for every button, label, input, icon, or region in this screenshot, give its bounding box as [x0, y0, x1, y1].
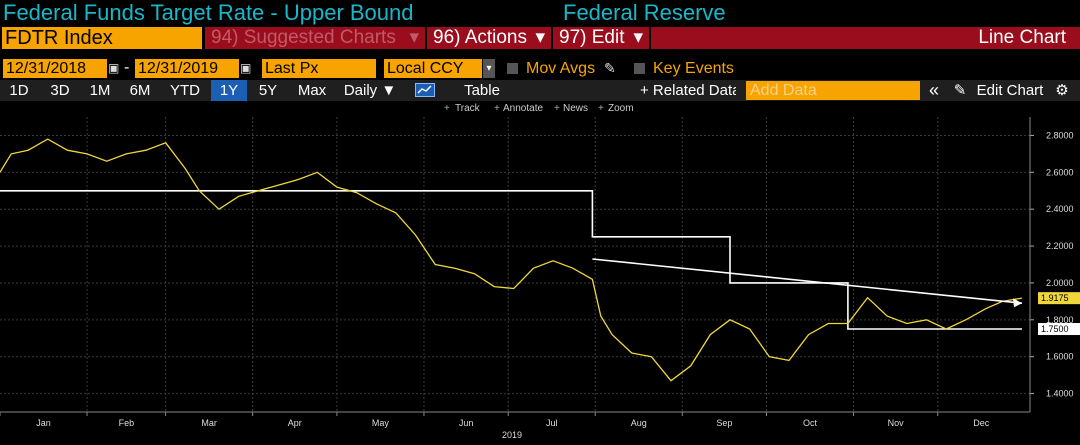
dropdown-arrow-icon[interactable]: ▾: [483, 59, 495, 78]
dropdown-arrow-icon: ▾: [535, 27, 545, 48]
key-events-label: Key Events: [653, 60, 734, 77]
related-data-button[interactable]: + Related Data: [640, 82, 736, 99]
period-toolbar: 1D 3D 1M 6M YTD 1Y 5Y Max Daily ▼ Table …: [0, 80, 1080, 101]
gear-icon[interactable]: ⚙: [1055, 82, 1069, 99]
news-tool[interactable]: News: [563, 103, 589, 114]
calendar-icon[interactable]: ▣: [108, 61, 120, 75]
date-separator: -: [124, 59, 130, 76]
ticker-field[interactable]: FDTR Index: [2, 27, 202, 49]
x-tick-label: Jul: [546, 418, 558, 428]
x-tick-label: Sep: [716, 418, 732, 428]
rate-step-line: [0, 190, 1022, 330]
chart-type-label: Line Chart: [651, 27, 1080, 49]
x-axis-year-label: 2019: [502, 430, 522, 440]
mov-avgs-label: Mov Avgs: [526, 60, 596, 77]
plus-icon: +: [494, 103, 500, 114]
suggested-charts-menu[interactable]: 94) Suggested Charts ▾: [205, 27, 425, 49]
plus-icon: +: [554, 103, 560, 114]
pencil-icon[interactable]: ✎: [604, 60, 616, 76]
last-value-badge: [1038, 323, 1080, 336]
edit-label: 97) Edit: [559, 27, 625, 48]
y-tick-label: 2.0000: [1046, 278, 1074, 288]
dropdown-arrow-icon: ▾: [633, 27, 643, 48]
annotate-tool[interactable]: Annotate: [503, 103, 544, 114]
line-chart-icon[interactable]: [410, 80, 440, 101]
x-tick-label: Oct: [803, 418, 818, 428]
suggested-charts-label: 94) Suggested Charts: [211, 27, 396, 48]
series-lines: [0, 138, 1023, 382]
x-tick-label: Apr: [288, 418, 302, 428]
grid: [0, 117, 1030, 412]
actions-menu[interactable]: 96) Actions ▾: [427, 27, 551, 49]
key-events-checkbox[interactable]: [634, 63, 645, 74]
track-tool[interactable]: Track: [455, 103, 480, 114]
plus-icon: +: [598, 103, 604, 114]
trend-line: [592, 258, 1023, 304]
x-tick-label: Jan: [36, 418, 51, 428]
period-5y[interactable]: 5Y: [258, 82, 278, 99]
period-1m[interactable]: 1M: [89, 82, 111, 99]
dropdown-arrow-icon: ▾: [409, 27, 419, 48]
settings-row: 12/31/2018 ▣ - 12/31/2019 ▣ Last Px Loca…: [0, 57, 1080, 79]
chart-source: Federal Reserve: [563, 0, 726, 25]
calendar-icon[interactable]: ▣: [240, 61, 252, 75]
x-tick-label: Dec: [973, 418, 990, 428]
last-value-label: 1.9175: [1041, 293, 1069, 303]
period-max[interactable]: Max: [297, 82, 327, 99]
edit-chart-button[interactable]: Edit Chart: [976, 82, 1044, 99]
yield-line: [0, 138, 1023, 382]
title-bar: Federal Funds Target Rate - Upper Bound …: [0, 0, 1080, 25]
table-button[interactable]: Table: [464, 82, 500, 99]
frequency-selector[interactable]: Daily ▼: [343, 82, 397, 99]
y-tick-label: 2.6000: [1046, 167, 1074, 177]
trend-arrow-head: [1013, 298, 1022, 308]
command-row: FDTR Index 94) Suggested Charts ▾ 96) Ac…: [0, 25, 1080, 51]
chart-title: Federal Funds Target Rate - Upper Bound: [3, 0, 414, 25]
start-date-field[interactable]: 12/31/2018: [3, 59, 107, 78]
currency-selector[interactable]: Local CCY: [384, 59, 482, 78]
end-date-field[interactable]: 12/31/2019: [135, 59, 239, 78]
x-axis: Jan Feb Mar Apr May Jun Jul Aug Sep Oct Nov Dec 2019: [0, 411, 1030, 440]
x-tick-label: Aug: [631, 418, 647, 428]
pencil-icon[interactable]: ✎: [953, 82, 967, 99]
y-tick-label: 1.8000: [1046, 315, 1074, 325]
x-tick-label: Feb: [119, 418, 135, 428]
y-axis: 2.8000 2.6000 2.4000 2.2000 2.0000 1.8000 1.60…: [1029, 117, 1080, 412]
last-value-label: 1.7500: [1041, 324, 1069, 334]
plus-icon: +: [444, 103, 450, 114]
last-value-badge: [1038, 292, 1080, 305]
zoom-tool[interactable]: Zoom: [608, 103, 634, 114]
x-tick-label: Jun: [459, 418, 474, 428]
field-selector[interactable]: Last Px: [262, 59, 376, 78]
x-tick-label: Nov: [888, 418, 905, 428]
edit-menu[interactable]: 97) Edit ▾: [553, 27, 649, 49]
y-tick-label: 2.4000: [1046, 204, 1074, 214]
period-1d[interactable]: 1D: [9, 82, 29, 99]
collapse-icon[interactable]: «: [928, 80, 939, 100]
period-6m[interactable]: 6M: [129, 82, 151, 99]
actions-label: 96) Actions: [433, 27, 527, 48]
mov-avgs-checkbox[interactable]: [507, 63, 518, 74]
x-tick-label: Mar: [201, 418, 217, 428]
y-tick-label: 1.4000: [1046, 389, 1074, 399]
chart-tools: + Track + Annotate + News + Zoom: [0, 101, 1080, 117]
y-tick-label: 1.6000: [1046, 352, 1074, 362]
y-tick-label: 2.8000: [1046, 130, 1074, 140]
x-tick-label: May: [372, 418, 390, 428]
period-ytd[interactable]: YTD: [170, 82, 200, 99]
y-tick-label: 2.2000: [1046, 241, 1074, 251]
add-data-input[interactable]: Add Data: [746, 81, 920, 100]
period-1y[interactable]: 1Y: [211, 80, 247, 101]
period-3d[interactable]: 3D: [50, 82, 70, 99]
